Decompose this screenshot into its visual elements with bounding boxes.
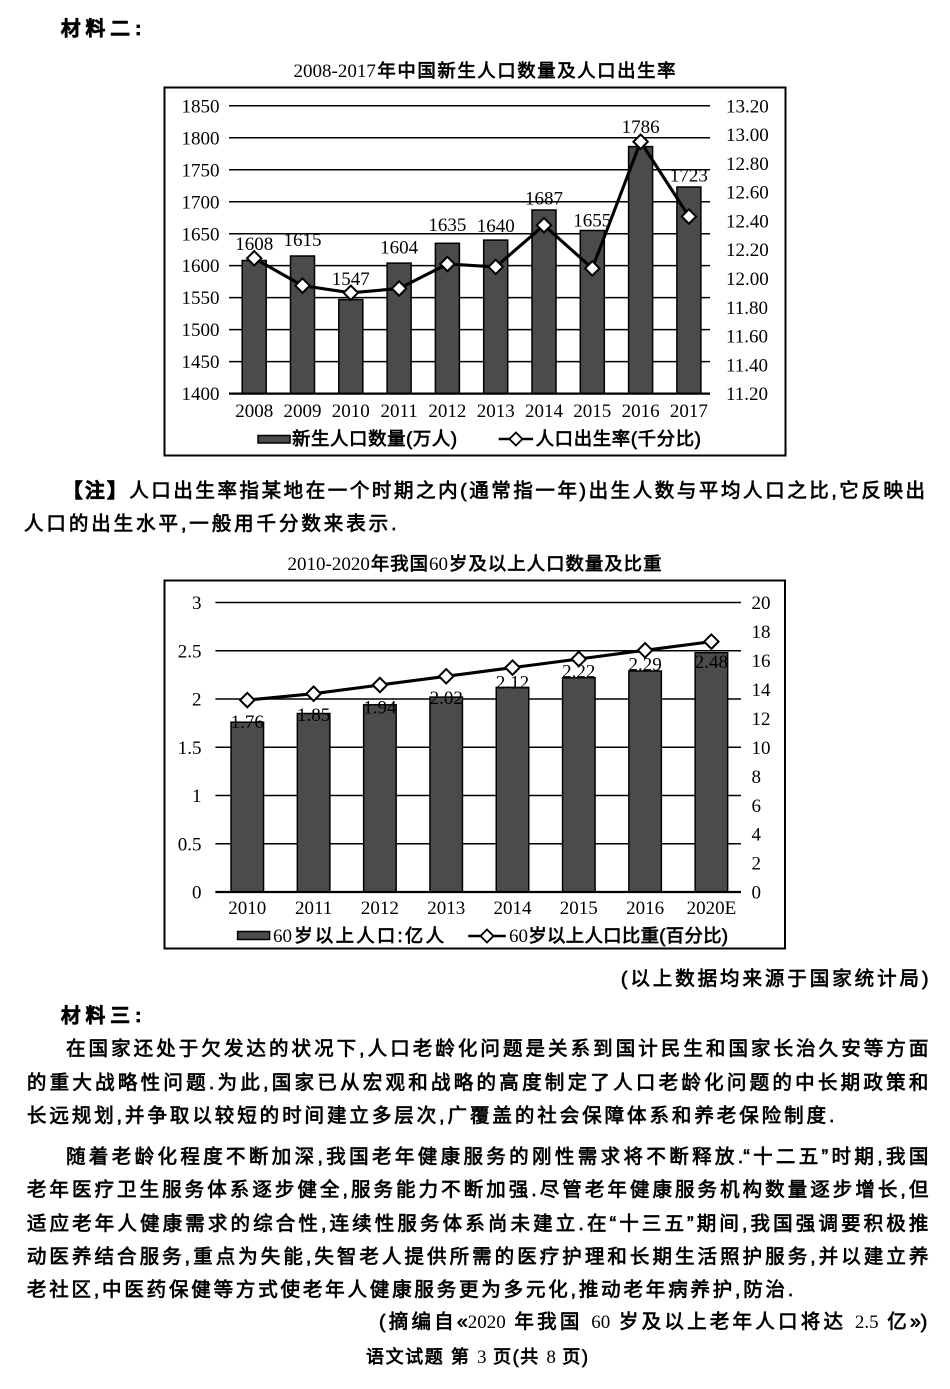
svg-text:2.22: 2.22 xyxy=(562,661,595,682)
svg-text:1550: 1550 xyxy=(182,288,220,309)
svg-text:16: 16 xyxy=(752,651,771,672)
svg-text:1786: 1786 xyxy=(622,117,660,138)
svg-text:1: 1 xyxy=(192,786,202,807)
svg-text:13.20: 13.20 xyxy=(726,96,769,117)
svg-text:2008: 2008 xyxy=(235,401,273,422)
svg-text:12.40: 12.40 xyxy=(726,212,769,233)
svg-text:2009: 2009 xyxy=(284,401,322,422)
svg-text:2014: 2014 xyxy=(494,898,533,919)
svg-text:12.80: 12.80 xyxy=(726,154,769,175)
svg-text:1450: 1450 xyxy=(182,352,220,373)
svg-text:1700: 1700 xyxy=(182,192,220,213)
svg-text:1400: 1400 xyxy=(182,384,220,405)
svg-text:2012: 2012 xyxy=(428,401,466,422)
svg-text:4: 4 xyxy=(752,825,762,846)
svg-text:1723: 1723 xyxy=(670,166,708,187)
svg-text:0: 0 xyxy=(752,883,762,904)
svg-text:6: 6 xyxy=(752,796,762,817)
svg-text:3: 3 xyxy=(192,593,202,614)
svg-text:2010: 2010 xyxy=(228,898,266,919)
svg-text:1687: 1687 xyxy=(525,189,563,210)
svg-text:11.60: 11.60 xyxy=(726,327,768,348)
svg-text:2014: 2014 xyxy=(525,401,564,422)
svg-text:1635: 1635 xyxy=(428,215,466,236)
svg-text:0.5: 0.5 xyxy=(178,834,202,855)
svg-text:12: 12 xyxy=(752,709,771,730)
svg-text:1750: 1750 xyxy=(182,160,220,181)
svg-text:12.60: 12.60 xyxy=(726,183,769,204)
svg-text:0: 0 xyxy=(192,883,202,904)
svg-text:2: 2 xyxy=(192,690,202,711)
svg-text:2: 2 xyxy=(752,854,762,875)
svg-text:13.00: 13.00 xyxy=(726,125,769,146)
svg-text:11.40: 11.40 xyxy=(726,355,768,376)
svg-text:1850: 1850 xyxy=(182,96,220,117)
svg-text:2016: 2016 xyxy=(622,401,660,422)
svg-text:1.76: 1.76 xyxy=(231,712,264,733)
svg-text:1640: 1640 xyxy=(477,216,515,237)
svg-text:2020E: 2020E xyxy=(687,898,737,919)
svg-text:2.5: 2.5 xyxy=(178,641,202,662)
svg-text:2010: 2010 xyxy=(332,401,370,422)
svg-text:2011: 2011 xyxy=(380,401,417,422)
svg-text:2.29: 2.29 xyxy=(628,655,661,676)
svg-text:2011: 2011 xyxy=(295,898,332,919)
svg-text:1800: 1800 xyxy=(182,128,220,149)
svg-text:2.12: 2.12 xyxy=(496,672,529,693)
svg-text:2013: 2013 xyxy=(477,401,515,422)
svg-text:1.85: 1.85 xyxy=(297,705,330,726)
svg-text:1500: 1500 xyxy=(182,320,220,341)
svg-text:1650: 1650 xyxy=(182,224,220,245)
svg-text:2015: 2015 xyxy=(560,898,598,919)
svg-text:1655: 1655 xyxy=(573,211,611,232)
svg-text:10: 10 xyxy=(752,738,771,759)
svg-text:1.5: 1.5 xyxy=(178,738,202,759)
svg-text:20: 20 xyxy=(752,593,771,614)
svg-text:1608: 1608 xyxy=(235,234,273,255)
svg-text:18: 18 xyxy=(752,622,771,643)
svg-text:1615: 1615 xyxy=(284,230,322,251)
svg-text:2015: 2015 xyxy=(573,401,611,422)
svg-text:12.00: 12.00 xyxy=(726,269,769,290)
svg-text:14: 14 xyxy=(752,680,772,701)
svg-text:1600: 1600 xyxy=(182,256,220,277)
svg-text:2017: 2017 xyxy=(670,401,708,422)
svg-text:8: 8 xyxy=(752,767,762,788)
svg-text:2012: 2012 xyxy=(361,898,399,919)
svg-text:2016: 2016 xyxy=(626,898,664,919)
svg-text:12.20: 12.20 xyxy=(726,240,769,261)
svg-text:11.80: 11.80 xyxy=(726,298,768,319)
svg-text:1547: 1547 xyxy=(332,269,370,290)
svg-text:1.94: 1.94 xyxy=(363,698,397,719)
svg-text:2013: 2013 xyxy=(427,898,465,919)
svg-text:2.02: 2.02 xyxy=(430,688,463,709)
svg-text:11.20: 11.20 xyxy=(726,384,768,405)
svg-text:2.48: 2.48 xyxy=(695,652,728,673)
svg-text:1604: 1604 xyxy=(380,238,419,259)
